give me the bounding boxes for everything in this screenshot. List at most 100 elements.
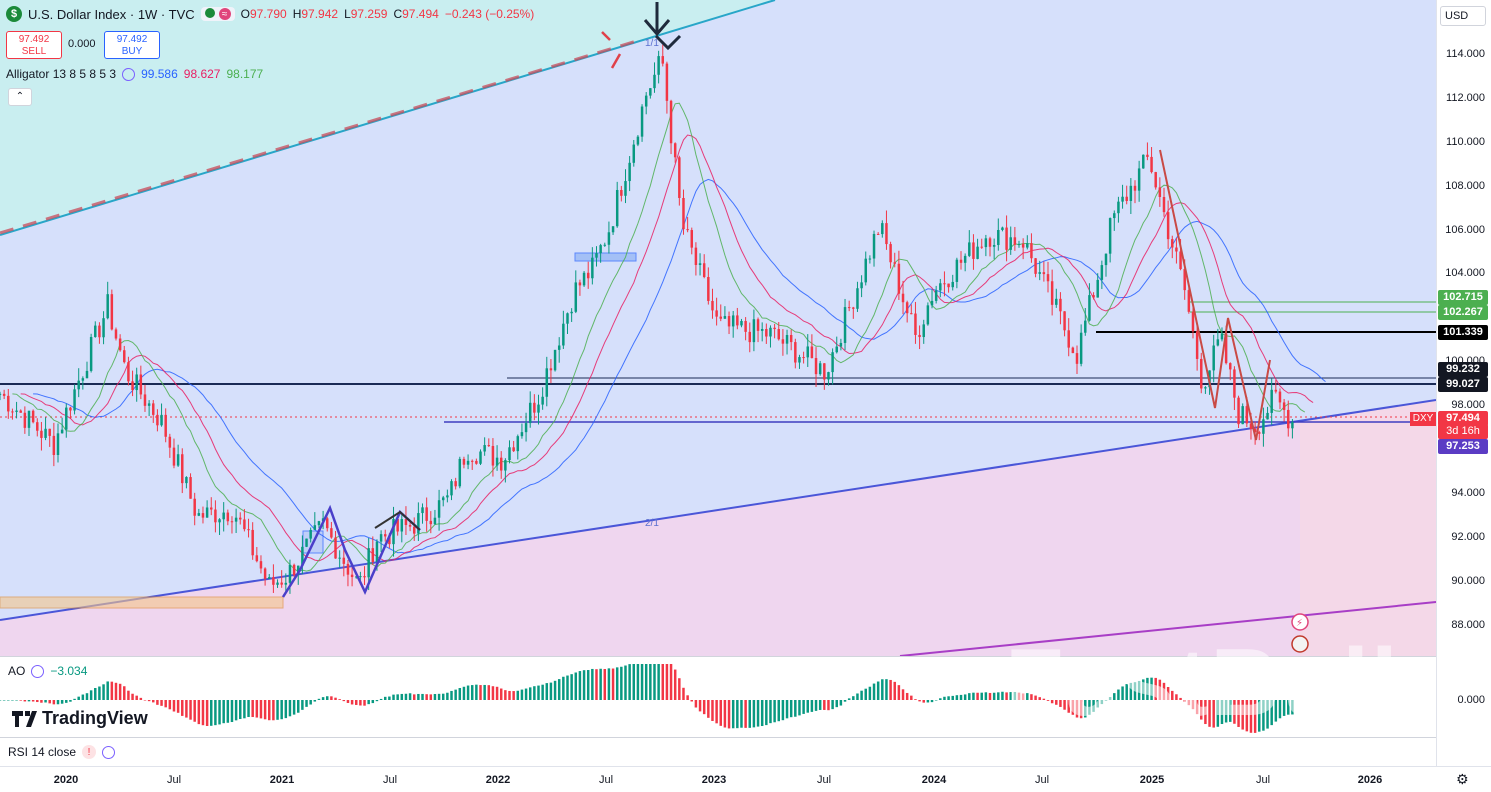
candle[interactable] [0, 391, 2, 401]
candle[interactable] [1150, 147, 1153, 174]
candle[interactable] [1216, 328, 1220, 347]
candle[interactable] [988, 236, 992, 257]
candle[interactable] [545, 356, 549, 407]
candle[interactable] [1079, 324, 1083, 367]
candle[interactable] [346, 559, 350, 587]
candle[interactable] [1092, 292, 1095, 300]
candle[interactable] [528, 391, 532, 428]
candle[interactable] [644, 92, 648, 115]
candle[interactable] [77, 368, 80, 398]
lower-channel-line[interactable] [0, 399, 1436, 621]
candle[interactable] [723, 306, 727, 320]
candle[interactable] [910, 304, 913, 315]
candle[interactable] [317, 520, 321, 529]
candle[interactable] [412, 517, 416, 541]
candle[interactable] [1001, 226, 1004, 232]
candle[interactable] [40, 421, 43, 451]
candle[interactable] [1287, 400, 1290, 437]
candle[interactable] [36, 418, 39, 437]
candle[interactable] [354, 576, 358, 579]
candle[interactable] [11, 408, 14, 420]
us-flag-event-icon[interactable] [1291, 635, 1309, 653]
candle[interactable] [189, 473, 192, 499]
candle[interactable] [669, 99, 673, 155]
rsi-alert-icon[interactable]: ! [82, 745, 97, 759]
candle[interactable] [897, 250, 901, 300]
candle[interactable] [1034, 257, 1037, 278]
candle[interactable] [48, 428, 51, 447]
bottom-channel-line[interactable] [899, 601, 1436, 656]
candle[interactable] [176, 444, 180, 467]
candle[interactable] [27, 410, 31, 437]
candle[interactable] [197, 508, 201, 517]
candle[interactable] [19, 409, 22, 413]
candle[interactable] [60, 417, 64, 434]
refresh-icon[interactable] [122, 67, 136, 81]
candle[interactable] [160, 403, 163, 427]
candle[interactable] [731, 310, 735, 338]
demand-zone-box[interactable] [0, 596, 284, 609]
candle[interactable] [131, 370, 134, 397]
candle[interactable] [835, 336, 838, 354]
candle[interactable] [611, 226, 615, 235]
candle[interactable] [756, 317, 760, 343]
candle[interactable] [773, 323, 776, 339]
candle[interactable] [383, 529, 387, 542]
candle[interactable] [1274, 379, 1278, 394]
candle[interactable] [222, 502, 225, 532]
candle[interactable] [259, 555, 263, 574]
candle[interactable] [1096, 273, 1099, 298]
candle[interactable] [769, 325, 772, 348]
candle[interactable] [1195, 324, 1199, 371]
rsi-legend[interactable]: RSI 14 close ! [8, 745, 116, 759]
candle[interactable] [69, 406, 72, 419]
candle[interactable] [1059, 292, 1062, 325]
candle[interactable] [1108, 217, 1112, 263]
candle[interactable] [640, 104, 644, 142]
candle[interactable] [810, 334, 814, 359]
candle[interactable] [164, 408, 167, 443]
candle[interactable] [1146, 142, 1149, 161]
candle[interactable] [210, 497, 213, 516]
candle[interactable] [94, 321, 97, 338]
candle[interactable] [636, 135, 640, 147]
candle[interactable] [566, 312, 569, 335]
candle[interactable] [230, 516, 234, 534]
candle[interactable] [1237, 395, 1240, 429]
candle[interactable] [760, 322, 764, 342]
candle[interactable] [1258, 430, 1261, 441]
candle[interactable] [748, 322, 752, 353]
candle[interactable] [1067, 318, 1070, 357]
candle[interactable] [342, 548, 346, 577]
candle[interactable] [429, 511, 433, 534]
candle[interactable] [922, 319, 925, 344]
candle[interactable] [65, 403, 68, 438]
candle[interactable] [396, 518, 399, 536]
candle[interactable] [44, 417, 47, 441]
candle[interactable] [56, 423, 60, 463]
candle[interactable] [678, 155, 681, 206]
candle[interactable] [868, 255, 872, 264]
candle[interactable] [562, 310, 565, 349]
candle[interactable] [1212, 334, 1215, 383]
candle[interactable] [15, 401, 18, 419]
candle[interactable] [582, 271, 586, 287]
candle[interactable] [905, 300, 909, 323]
candle[interactable] [843, 298, 847, 351]
candle[interactable] [578, 279, 582, 296]
candle[interactable] [872, 230, 876, 267]
candle[interactable] [1021, 238, 1025, 260]
candle[interactable] [968, 230, 971, 258]
settings-gear-icon[interactable]: ⚙ [1456, 771, 1469, 787]
candle[interactable] [624, 169, 627, 204]
candle[interactable] [777, 322, 780, 341]
candle[interactable] [135, 367, 138, 402]
candle[interactable] [404, 506, 408, 536]
candle[interactable] [694, 242, 698, 276]
candle[interactable] [595, 246, 598, 267]
time-axis[interactable]: 2020 Jul 2021 Jul 2022 Jul 2023 Jul 2024… [0, 766, 1491, 792]
candle[interactable] [934, 285, 938, 304]
candle[interactable] [1005, 215, 1008, 262]
candle[interactable] [955, 257, 959, 289]
